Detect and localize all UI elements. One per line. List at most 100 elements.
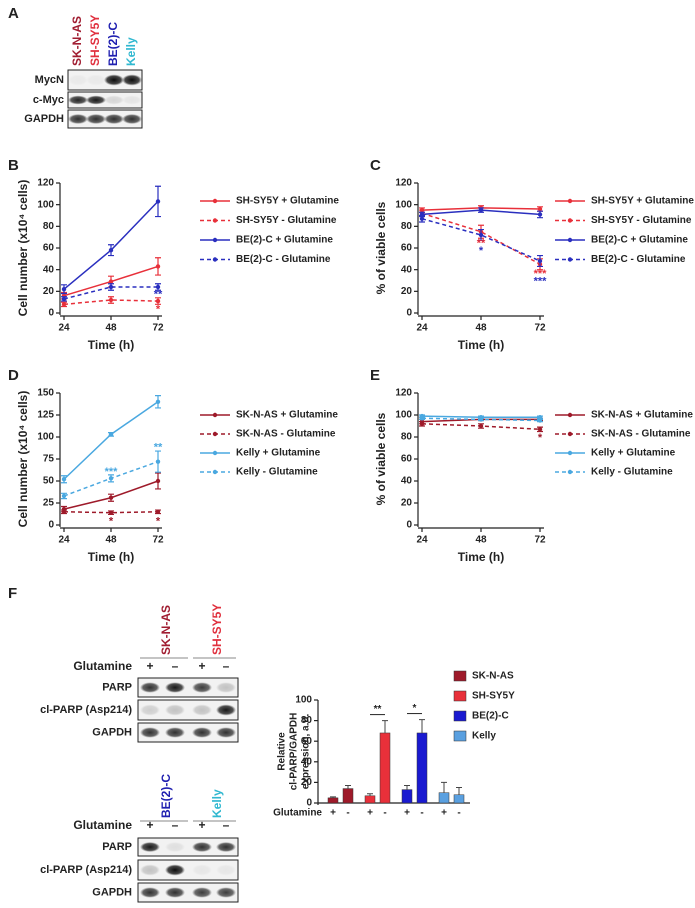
x-axis-label: Glutamine bbox=[273, 808, 322, 819]
legend-marker bbox=[567, 469, 573, 475]
data-point bbox=[108, 495, 114, 500]
y-tick-label: 20 bbox=[43, 286, 55, 297]
y-tick-label: 40 bbox=[401, 264, 413, 275]
blot-strip bbox=[137, 677, 239, 698]
condition-label: – bbox=[223, 818, 230, 832]
blot-band bbox=[192, 864, 212, 876]
blot-band bbox=[104, 74, 124, 86]
blot-strip bbox=[137, 699, 239, 721]
y-tick-label: 60 bbox=[401, 454, 413, 465]
blot-band bbox=[68, 74, 88, 86]
blot-band bbox=[140, 682, 160, 693]
row-label: PARP bbox=[102, 681, 132, 693]
condition-label: – bbox=[172, 818, 179, 832]
column-label: SK-N-AS bbox=[159, 605, 173, 655]
x-axis-label: Time (h) bbox=[458, 550, 504, 564]
legend-marker bbox=[212, 198, 218, 204]
condition-label: + bbox=[146, 818, 153, 832]
y-tick-label: 0 bbox=[406, 520, 412, 531]
data-point bbox=[419, 216, 425, 221]
blot-band bbox=[165, 864, 185, 876]
blot-band bbox=[86, 113, 106, 125]
y-tick-label: 80 bbox=[401, 432, 413, 443]
significance: * bbox=[413, 703, 417, 714]
data-point bbox=[61, 296, 67, 302]
bar bbox=[453, 794, 465, 804]
y-tick-label: 20 bbox=[301, 777, 313, 788]
legend-marker bbox=[567, 237, 573, 243]
y-tick-label: 100 bbox=[295, 695, 312, 706]
data-point bbox=[537, 415, 543, 420]
legend-label: BE(2)-C + Glutamine bbox=[236, 235, 333, 246]
significance: * bbox=[109, 515, 114, 527]
legend-label: SH-SY5Y + Glutamine bbox=[591, 196, 694, 207]
row-label: GAPDH bbox=[24, 113, 64, 125]
y-tick-label: 0 bbox=[406, 308, 412, 319]
y-tick-label: 100 bbox=[37, 199, 54, 210]
legend-marker bbox=[212, 412, 218, 418]
panel-letter: E bbox=[370, 367, 380, 384]
data-point bbox=[478, 232, 484, 238]
data-point bbox=[108, 247, 114, 253]
row-label: PARP bbox=[102, 841, 132, 853]
y-axis-label: % of viable cells bbox=[374, 412, 388, 505]
blot-strip bbox=[137, 882, 239, 903]
row-label: GAPDH bbox=[92, 886, 132, 898]
column-label: BE(2)-C bbox=[159, 774, 173, 818]
y-tick-label: 25 bbox=[43, 498, 55, 509]
blot-strip bbox=[137, 722, 239, 743]
y-axis-label: Cell number (x10⁴ cells) bbox=[16, 180, 30, 317]
bar bbox=[416, 732, 428, 804]
series-line bbox=[421, 212, 541, 265]
blot-band bbox=[216, 841, 236, 853]
significance: *** bbox=[534, 275, 548, 287]
data-point bbox=[478, 207, 484, 213]
x-tick-label: 24 bbox=[416, 535, 428, 546]
bar bbox=[438, 792, 450, 804]
legend-label: Kelly bbox=[472, 731, 496, 742]
data-point bbox=[108, 432, 114, 437]
significance: * bbox=[156, 304, 161, 316]
blot-band bbox=[104, 113, 124, 125]
x-axis-label: Time (h) bbox=[88, 550, 134, 564]
y-tick-label: 120 bbox=[395, 388, 412, 399]
legend-label: SH-SY5Y + Glutamine bbox=[236, 196, 339, 207]
blot-band bbox=[68, 113, 88, 125]
y-axis-label: Cell number (x10⁴ cells) bbox=[16, 391, 30, 528]
y-axis-label: Relative bbox=[277, 732, 288, 771]
legend-label: BE(2)-C - Glutamine bbox=[236, 254, 331, 265]
data-point bbox=[155, 199, 161, 204]
legend-swatch bbox=[453, 670, 467, 682]
x-tick-label: - bbox=[383, 808, 386, 819]
legend-label: BE(2)-C bbox=[472, 711, 509, 722]
legend-label: SK-N-AS bbox=[472, 671, 514, 682]
y-tick-label: 75 bbox=[43, 454, 55, 465]
data-point bbox=[155, 298, 161, 304]
y-tick-label: 120 bbox=[37, 178, 54, 189]
legend-marker bbox=[567, 412, 573, 418]
legend-marker bbox=[212, 469, 218, 475]
blot-band bbox=[165, 704, 185, 716]
blot-band bbox=[122, 74, 142, 86]
blot-band bbox=[216, 682, 236, 693]
legend-marker bbox=[567, 450, 573, 456]
condition-label: + bbox=[198, 659, 205, 673]
x-tick-label: 72 bbox=[152, 535, 164, 546]
x-tick-label: 24 bbox=[58, 535, 70, 546]
blot-band bbox=[122, 95, 142, 105]
condition-label: + bbox=[198, 818, 205, 832]
y-tick-label: 100 bbox=[395, 199, 412, 210]
blot-band bbox=[165, 887, 185, 898]
significance: ** bbox=[154, 441, 163, 453]
data-point bbox=[537, 418, 543, 423]
significance: *** bbox=[105, 466, 119, 478]
x-tick-label: + bbox=[367, 808, 373, 819]
data-point bbox=[61, 286, 67, 292]
column-label: BE(2)-C bbox=[106, 22, 120, 66]
legend-swatch bbox=[453, 690, 467, 702]
condition-label: + bbox=[146, 659, 153, 673]
data-point bbox=[61, 477, 67, 482]
data-point bbox=[61, 302, 67, 307]
y-tick-label: 20 bbox=[401, 498, 413, 509]
y-tick-label: 40 bbox=[43, 264, 55, 275]
